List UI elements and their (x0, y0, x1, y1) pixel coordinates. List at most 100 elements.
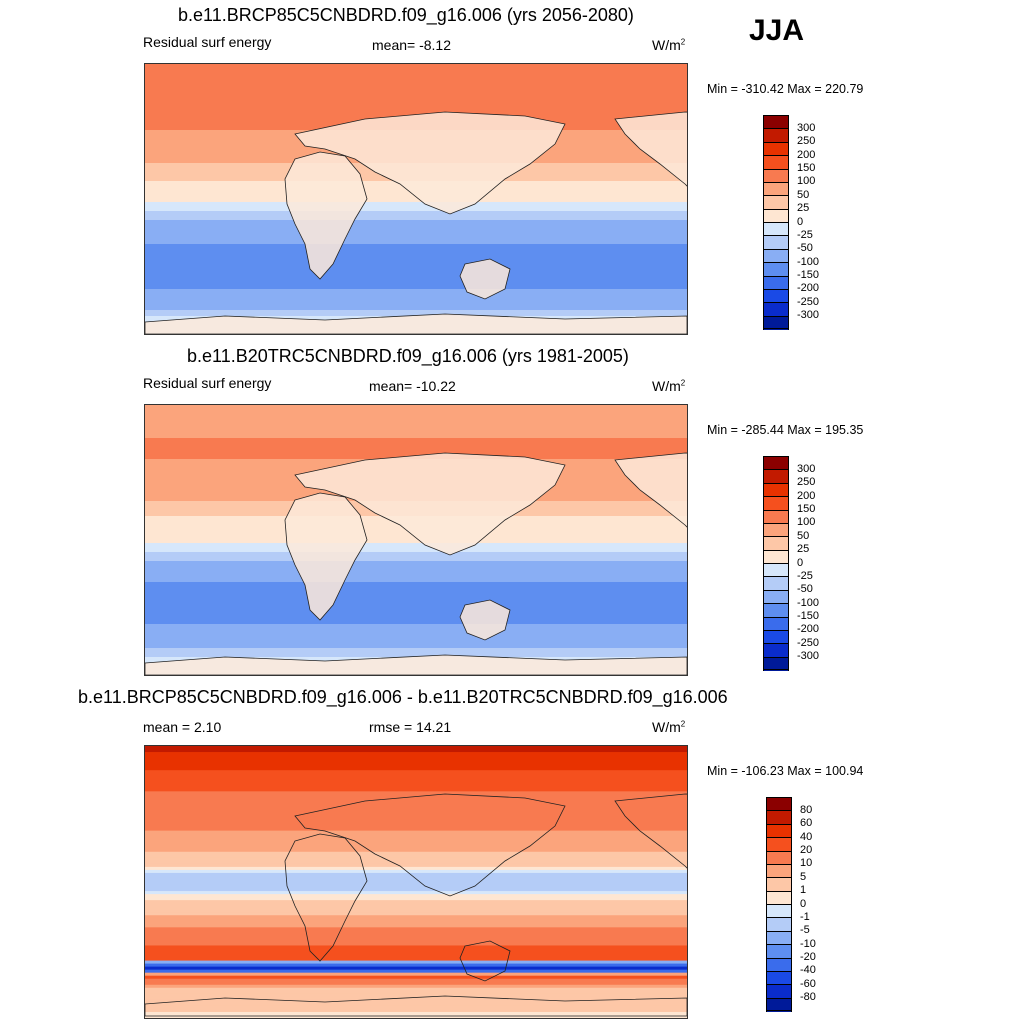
latitude-band (145, 1002, 687, 1007)
latitude-band (145, 214, 687, 218)
colorbar-swatch (766, 904, 792, 918)
latitude-band (145, 746, 687, 750)
latitude-band (145, 570, 687, 574)
panel-2-variable-label: Residual surf energy (143, 375, 272, 391)
land-outline (614, 793, 687, 869)
latitude-band (145, 552, 687, 556)
colorbar-swatch (763, 469, 789, 484)
latitude-band (145, 546, 687, 550)
latitude-band (145, 283, 687, 287)
latitude-band (145, 262, 687, 266)
latitude-band (145, 848, 687, 853)
latitude-band (145, 767, 687, 771)
latitude-band (145, 426, 687, 430)
latitude-band (145, 573, 687, 577)
latitude-band (145, 411, 687, 415)
latitude-band (145, 271, 687, 275)
latitude-band (145, 806, 687, 811)
colorbar-swatch (763, 643, 789, 658)
latitude-band (145, 773, 687, 777)
colorbar-tick-label: 100 (797, 516, 816, 529)
colorbar-swatch (766, 823, 792, 838)
colorbar-swatch (763, 315, 789, 330)
colorbar-swatch (766, 863, 792, 878)
latitude-band (145, 981, 687, 986)
colorbar-swatch (763, 222, 789, 236)
latitude-band (145, 1008, 687, 1013)
colorbar-tick-label: 1 (800, 884, 807, 897)
colorbar-swatch (763, 603, 789, 617)
latitude-band (145, 957, 687, 962)
panel-1-variable-label: Residual surf energy (143, 34, 272, 50)
colorbar-swatch (766, 957, 792, 972)
latitude-band (145, 785, 687, 789)
colorbar-swatch (763, 181, 789, 196)
colorbar-swatch (763, 496, 789, 510)
panel-2-title: b.e11.B20TRC5CNBDRD.f09_g16.006 (yrs 198… (187, 346, 629, 366)
latitude-band (145, 912, 687, 916)
colorbar-tick-label: 150 (797, 503, 816, 515)
latitude-band (145, 558, 687, 562)
latitude-band (145, 782, 687, 786)
panel-3-units: W/m2 (652, 719, 686, 735)
latitude-band (145, 244, 687, 248)
panel-3-title: b.e11.BRCP85C5CNBDRD.f09_g16.006 - b.e11… (78, 687, 728, 707)
land-outline (459, 599, 511, 641)
latitude-band (145, 903, 687, 907)
latitude-band (145, 800, 687, 805)
colorbar-tick-label: 0 (800, 897, 807, 910)
colorbar-swatch (763, 522, 789, 537)
latitude-band (145, 109, 687, 113)
latitude-band (145, 842, 687, 847)
latitude-band (145, 579, 687, 583)
latitude-band (145, 612, 687, 616)
latitude-band (145, 292, 687, 296)
colorbar-swatch (763, 141, 789, 156)
latitude-band (145, 839, 687, 844)
colorbar-tick-label: -25 (797, 228, 813, 241)
latitude-band (145, 549, 687, 553)
colorbar-swatch (763, 168, 789, 183)
latitude-band (145, 313, 687, 317)
colorbar-swatch (763, 629, 789, 644)
latitude-band (145, 298, 687, 302)
latitude-band (145, 405, 687, 409)
latitude-band (145, 630, 687, 634)
land-outline (614, 111, 687, 187)
panel-3-min-max: Min = -106.23 Max = 100.94 (707, 764, 864, 778)
colorbar-tick-label: 25 (797, 202, 810, 215)
colorbar-tick-label: -100 (797, 255, 820, 268)
colorbar-tick-label: -250 (797, 636, 820, 649)
latitude-band (145, 438, 687, 442)
latitude-band (145, 645, 687, 649)
latitude-band (145, 615, 687, 619)
latitude-band (145, 851, 687, 856)
latitude-band (145, 776, 687, 780)
latitude-band (145, 600, 687, 604)
latitude-band (145, 277, 687, 281)
panel-2-field (145, 405, 687, 675)
colorbar-tick-label: 80 (800, 803, 813, 816)
latitude-band (145, 97, 687, 101)
colorbar-swatch (763, 616, 789, 631)
latitude-band (145, 824, 687, 829)
colorbar-swatch (763, 262, 789, 276)
land-outline (614, 452, 687, 528)
land-outline (284, 151, 368, 280)
land-outline (145, 654, 687, 675)
panel-2-colorbar: 300 250 200 150 100 50 25 0 -25 -50 -100 -150 -200 -2… (763, 456, 833, 671)
colorbar-swatch (766, 917, 792, 932)
latitude-band (145, 417, 687, 421)
latitude-band (145, 618, 687, 622)
latitude-band (145, 945, 687, 950)
latitude-band (145, 235, 687, 239)
latitude-band (145, 94, 687, 98)
latitude-band (145, 205, 687, 209)
land-outline (459, 940, 511, 982)
latitude-band (145, 280, 687, 284)
latitude-band (145, 420, 687, 424)
latitude-band (145, 755, 687, 759)
colorbar-tick-label: -200 (797, 623, 820, 636)
latitude-band (145, 779, 687, 783)
latitude-band (145, 67, 687, 71)
